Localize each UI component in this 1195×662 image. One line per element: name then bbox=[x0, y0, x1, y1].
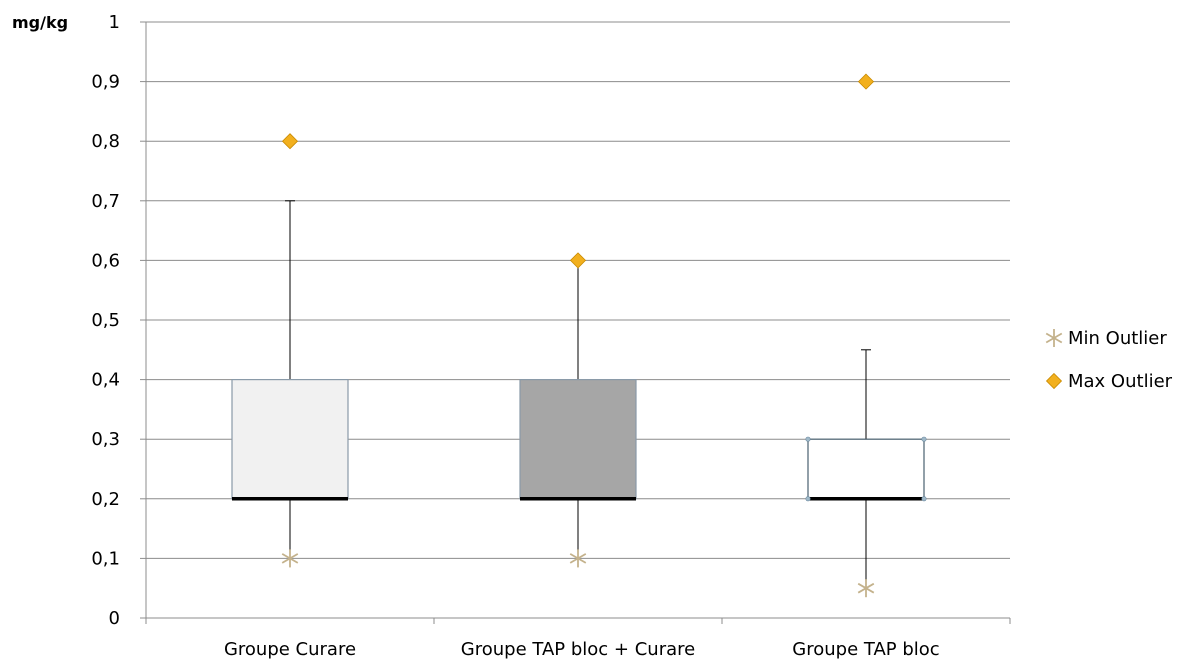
box-corner-dot bbox=[805, 436, 811, 442]
box-body bbox=[231, 379, 349, 500]
min-outlier-legend-icon bbox=[1045, 329, 1063, 347]
x-category-label: Groupe Curare bbox=[224, 639, 356, 660]
y-tick-label: 0,5 bbox=[91, 310, 120, 331]
legend: Min Outlier Max Outlier bbox=[1045, 328, 1173, 392]
x-category-label: Groupe TAP bloc + Curare bbox=[461, 639, 695, 660]
y-tick-label: 0,1 bbox=[91, 548, 120, 569]
box-body bbox=[807, 438, 925, 500]
box-body bbox=[519, 379, 637, 500]
min-outlier-marker bbox=[857, 579, 875, 598]
y-tick-label: 0,2 bbox=[91, 489, 120, 510]
y-tick-label: 0,7 bbox=[91, 191, 120, 212]
box-corner-dot bbox=[921, 496, 927, 502]
box-corner-dot bbox=[921, 436, 927, 442]
min-outlier-marker bbox=[569, 549, 587, 568]
y-tick-label: 0,9 bbox=[91, 72, 120, 93]
max-outlier-marker bbox=[281, 133, 299, 150]
box-3 bbox=[805, 73, 927, 598]
y-tick-label: 0,4 bbox=[91, 370, 120, 391]
y-axis-ticks: 0 0,1 0,2 0,3 0,4 0,5 0,6 0,7 0,8 0,9 1 bbox=[91, 12, 146, 629]
max-outlier-marker bbox=[857, 73, 875, 90]
y-tick-label: 0,8 bbox=[91, 131, 120, 152]
box-2 bbox=[519, 252, 637, 568]
max-outlier-legend-label: Max Outlier bbox=[1068, 371, 1173, 392]
box-corner-dot bbox=[805, 496, 811, 502]
x-axis-labels: Groupe Curare Groupe TAP bloc + Curare Gro… bbox=[224, 639, 940, 660]
y-tick-label: 0 bbox=[109, 608, 120, 629]
box-1 bbox=[231, 133, 349, 568]
boxes bbox=[231, 73, 927, 598]
min-outlier-marker bbox=[281, 549, 299, 568]
x-category-label: Groupe TAP bloc bbox=[792, 639, 939, 660]
axes bbox=[145, 22, 1011, 624]
y-tick-label: 0,6 bbox=[91, 250, 120, 271]
y-axis-unit-label: mg/kg bbox=[12, 13, 68, 32]
y-tick-label: 0,3 bbox=[91, 429, 120, 450]
min-outlier-legend-label: Min Outlier bbox=[1068, 328, 1167, 349]
max-outlier-legend-icon bbox=[1045, 372, 1063, 390]
max-outlier-marker bbox=[569, 252, 587, 269]
y-tick-label: 1 bbox=[109, 12, 120, 33]
